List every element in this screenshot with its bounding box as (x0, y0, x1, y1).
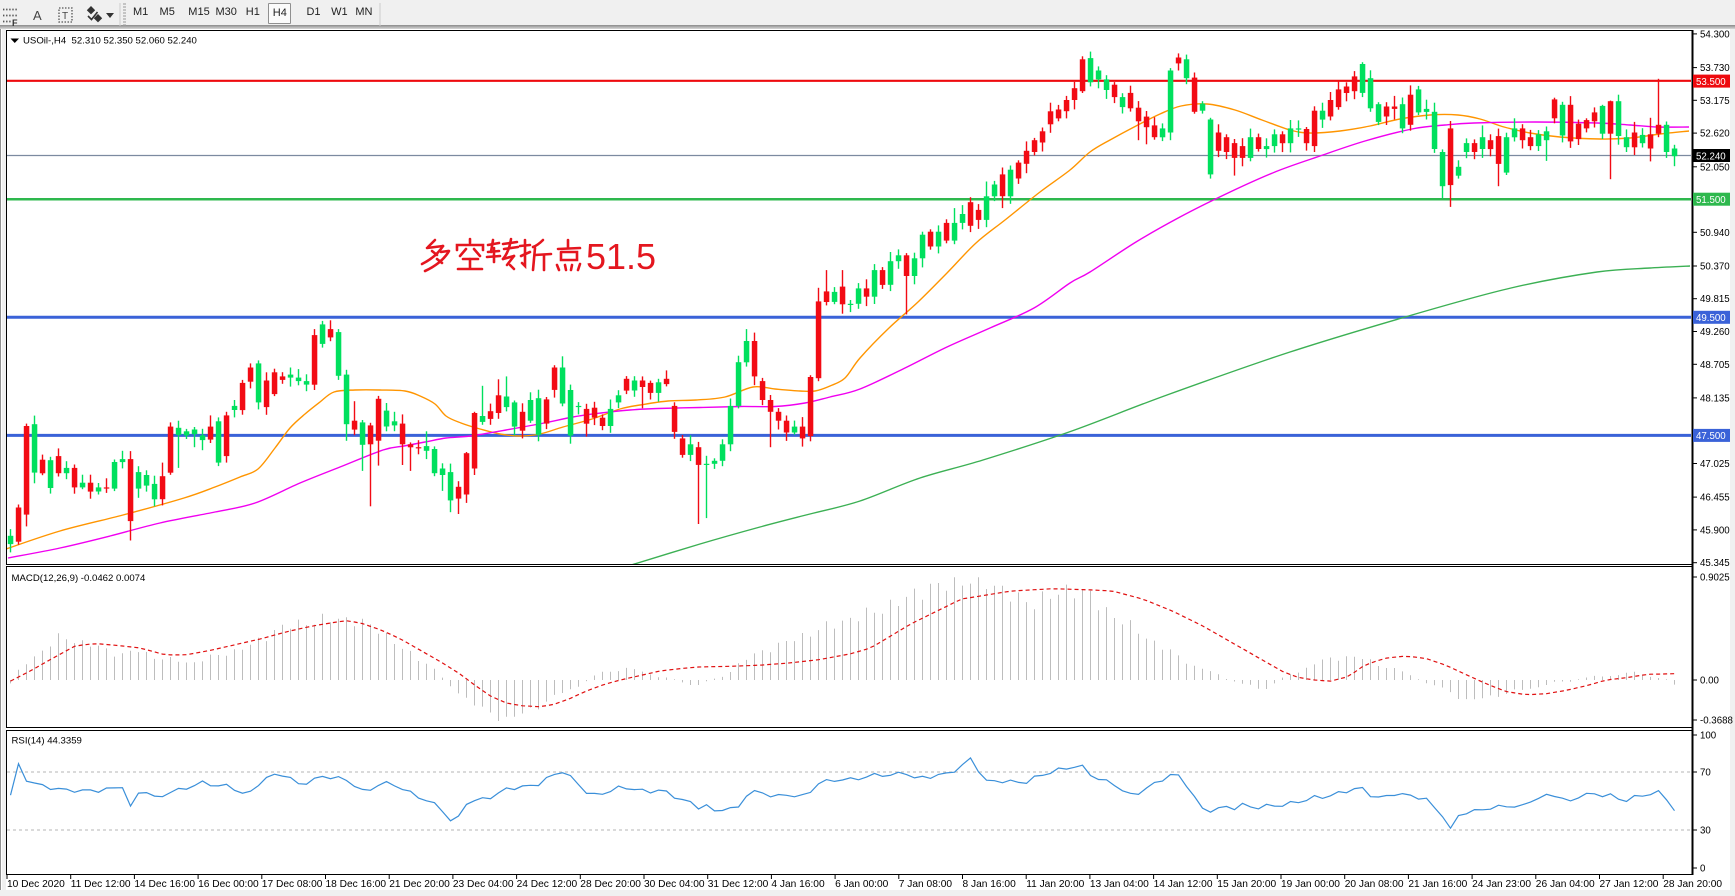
svg-text:30 Dec 04:00: 30 Dec 04:00 (644, 879, 705, 890)
svg-text:4 Jan 16:00: 4 Jan 16:00 (771, 879, 825, 890)
svg-text:50.370: 50.370 (1700, 262, 1730, 273)
svg-text:53.730: 53.730 (1700, 63, 1730, 74)
svg-text:10 Dec 2020: 10 Dec 2020 (7, 879, 65, 890)
svg-text:49.260: 49.260 (1700, 327, 1730, 338)
svg-text:50.940: 50.940 (1700, 228, 1730, 239)
svg-text:MACD(12,26,9) -0.0462 0.0074: MACD(12,26,9) -0.0462 0.0074 (12, 573, 147, 584)
svg-text:53.500: 53.500 (1696, 77, 1726, 88)
svg-text:30: 30 (1700, 826, 1711, 837)
svg-text:23 Dec 04:00: 23 Dec 04:00 (453, 879, 514, 890)
svg-text:19 Jan 00:00: 19 Jan 00:00 (1281, 879, 1340, 890)
svg-text:16 Dec 00:00: 16 Dec 00:00 (198, 879, 259, 890)
svg-text:-0.3688: -0.3688 (1700, 716, 1733, 727)
svg-text:28 Jan 20:00: 28 Jan 20:00 (1663, 879, 1722, 890)
svg-text:45.900: 45.900 (1700, 525, 1730, 536)
svg-text:7 Jan 08:00: 7 Jan 08:00 (899, 879, 953, 890)
svg-text:13 Jan 04:00: 13 Jan 04:00 (1090, 879, 1149, 890)
svg-text:24 Dec 12:00: 24 Dec 12:00 (517, 879, 578, 890)
svg-text:46.455: 46.455 (1700, 493, 1730, 504)
svg-text:24 Jan 23:00: 24 Jan 23:00 (1472, 879, 1531, 890)
svg-text:A: A (33, 8, 42, 23)
svg-text:11 Dec 12:00: 11 Dec 12:00 (71, 879, 131, 890)
svg-text:54.300: 54.300 (1700, 29, 1730, 40)
svg-text:USOil-,H4 52.310 52.350 52.06: USOil-,H4 52.310 52.350 52.060 52.240 (23, 36, 197, 47)
svg-text:11 Jan 20:00: 11 Jan 20:00 (1026, 879, 1084, 890)
svg-text:49.500: 49.500 (1696, 313, 1726, 324)
svg-text:48.135: 48.135 (1700, 393, 1730, 404)
svg-text:0: 0 (1700, 864, 1706, 875)
svg-text:14 Dec 16:00: 14 Dec 16:00 (134, 879, 195, 890)
svg-text:28 Dec 20:00: 28 Dec 20:00 (580, 879, 641, 890)
svg-text:48.705: 48.705 (1700, 360, 1730, 371)
svg-text:17 Dec 08:00: 17 Dec 08:00 (262, 879, 323, 890)
svg-text:52.050: 52.050 (1700, 162, 1730, 173)
svg-text:21 Dec 20:00: 21 Dec 20:00 (389, 879, 450, 890)
svg-text:47.025: 47.025 (1700, 459, 1730, 470)
svg-text:53.175: 53.175 (1700, 96, 1730, 107)
svg-text:49.815: 49.815 (1700, 294, 1730, 305)
svg-text:70: 70 (1700, 768, 1711, 779)
svg-text:T: T (62, 11, 68, 22)
svg-text:RSI(14) 44.3359: RSI(14) 44.3359 (12, 736, 82, 747)
svg-text:31 Dec 12:00: 31 Dec 12:00 (708, 879, 769, 890)
svg-text:51.500: 51.500 (1696, 195, 1726, 206)
svg-text:52.240: 52.240 (1696, 151, 1726, 162)
svg-text:0.00: 0.00 (1700, 676, 1719, 687)
svg-text:0.9025: 0.9025 (1700, 573, 1730, 584)
svg-text:F: F (12, 18, 18, 28)
svg-text:51.5: 51.5 (586, 236, 656, 277)
svg-text:6 Jan 00:00: 6 Jan 00:00 (835, 879, 889, 890)
svg-text:15 Jan 20:00: 15 Jan 20:00 (1217, 879, 1276, 890)
svg-text:21 Jan 16:00: 21 Jan 16:00 (1408, 879, 1467, 890)
svg-text:100: 100 (1700, 731, 1717, 742)
svg-text:8 Jan 16:00: 8 Jan 16:00 (963, 879, 1017, 890)
svg-text:27 Jan 12:00: 27 Jan 12:00 (1600, 879, 1659, 890)
svg-text:20 Jan 08:00: 20 Jan 08:00 (1345, 879, 1404, 890)
svg-text:47.500: 47.500 (1696, 431, 1726, 442)
svg-text:52.620: 52.620 (1700, 129, 1730, 140)
svg-text:26 Jan 04:00: 26 Jan 04:00 (1536, 879, 1595, 890)
svg-text:14 Jan 12:00: 14 Jan 12:00 (1154, 879, 1213, 890)
svg-text:18 Dec 16:00: 18 Dec 16:00 (326, 879, 387, 890)
svg-text:45.345: 45.345 (1700, 558, 1730, 569)
